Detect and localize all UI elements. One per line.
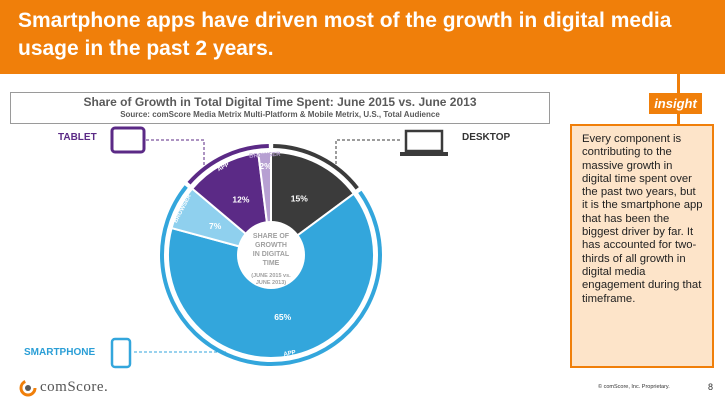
slice-value-label: 7% <box>209 221 222 231</box>
chart-title: Share of Growth in Total Digital Time Sp… <box>83 95 477 109</box>
center-label-line: SHARE OF <box>253 233 290 240</box>
comscore-logo-icon <box>19 379 37 397</box>
insight-connector-lower <box>677 114 680 124</box>
tablet-label: TABLET <box>58 132 97 143</box>
center-hole-circle <box>237 221 305 289</box>
center-sublabel-line: JUNE 2013) <box>256 280 286 286</box>
ring-segment-label: APP <box>217 162 231 173</box>
comscore-logo-text: comScore. <box>40 379 109 395</box>
page-number: 8 <box>708 382 714 392</box>
leader-lines <box>134 139 400 353</box>
insight-connector <box>677 74 680 94</box>
chart-subtitle: Source: comScore Media Metrix Multi-Plat… <box>120 110 440 119</box>
slice-value-label: 2% <box>259 161 272 171</box>
slice-value-label: 65% <box>274 312 291 322</box>
device-ring-desktop <box>273 144 359 190</box>
tablet-leader-line <box>146 139 205 166</box>
center-label-line: TIME <box>263 260 280 267</box>
tablet-icon <box>110 126 146 154</box>
center-label-line: IN DIGITAL <box>253 251 290 258</box>
chart-title-box: Share of Growth in Total Digital Time Sp… <box>10 92 550 124</box>
slice-labels: 15% 65% 7% 12% 2% <box>209 161 308 322</box>
page-title: Smartphone apps have driven most of the … <box>18 9 672 60</box>
desktop-leader-line <box>335 139 400 166</box>
center-sublabel-line: (JUNE 2015 vs. <box>251 273 291 279</box>
insight-tag: insight <box>649 93 702 114</box>
center-hole: SHARE OF GROWTH IN DIGITAL TIME (JUNE 2015 v… <box>237 221 305 289</box>
desktop-label: DESKTOP <box>462 132 511 143</box>
comscore-logo: comScore. <box>18 378 108 398</box>
slice-value-label: 12% <box>232 195 249 205</box>
header-banner: Smartphone apps have driven most of the … <box>0 0 725 74</box>
device-icons <box>110 126 448 369</box>
insight-text: Every component is contributing to the m… <box>582 133 703 305</box>
smartphone-label: SMARTPHONE <box>24 347 96 358</box>
laptop-icon <box>400 129 448 156</box>
device-ring-smartphone <box>160 185 382 366</box>
copyright-text: © comScore, Inc. Proprietary. <box>598 384 670 390</box>
smartphone-icon <box>110 337 132 369</box>
device-rings <box>160 144 382 366</box>
insight-box: Every component is contributing to the m… <box>570 124 714 368</box>
center-label-line: GROWTH <box>255 242 287 249</box>
slice-value-label: 15% <box>291 194 308 204</box>
device-ring-tablet <box>187 144 269 185</box>
ring-segment-label: BROWSER <box>249 152 281 160</box>
ring-segment-label: APP <box>283 350 296 358</box>
